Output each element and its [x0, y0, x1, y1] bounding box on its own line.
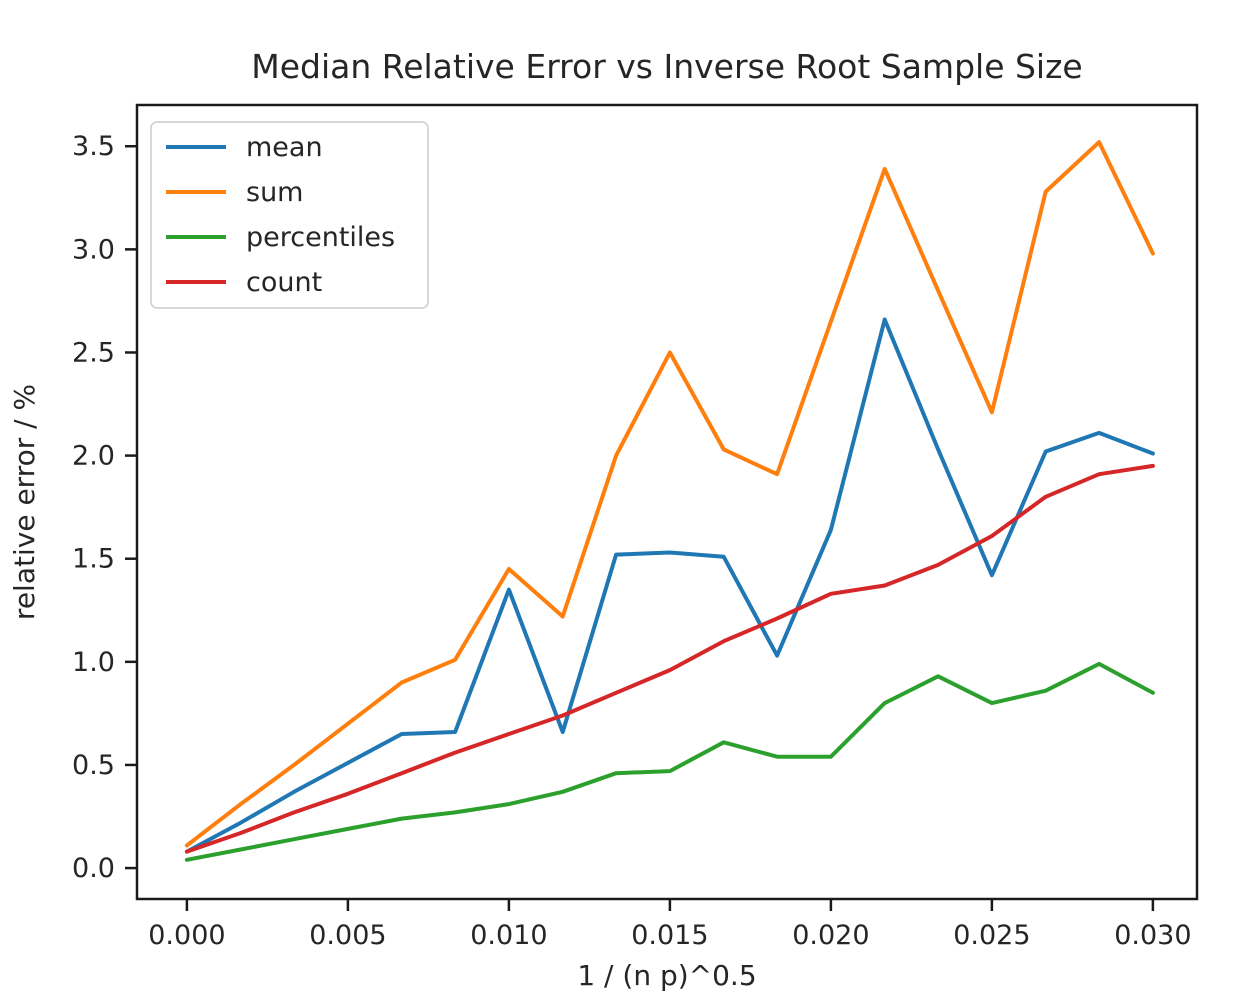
x-tick-label: 0.015 — [631, 920, 708, 951]
legend-label-mean: mean — [246, 132, 323, 163]
series-lines — [184, 140, 1155, 862]
chart-title: Median Relative Error vs Inverse Root Sa… — [251, 47, 1082, 86]
legend-frame — [150, 121, 429, 309]
x-tick-label: 0.020 — [792, 920, 869, 951]
x-tick-label: 0.030 — [1114, 920, 1191, 951]
series-line-percentiles — [184, 661, 1155, 862]
x-tick-label: 0.000 — [148, 920, 225, 951]
x-tick-label: 0.005 — [309, 920, 386, 951]
x-axis-label: 1 / (n p)^0.5 — [577, 959, 756, 992]
y-tick-label: 1.5 — [72, 544, 115, 575]
series-line-count — [184, 463, 1155, 854]
y-tick-label: 3.0 — [72, 234, 115, 265]
series-line-sum — [184, 140, 1155, 848]
y-tick-label: 2.5 — [72, 337, 115, 368]
plot-spines — [135, 103, 1199, 901]
y-tick-label: 0.5 — [72, 750, 115, 781]
y-tick-label: 2.0 — [72, 441, 115, 472]
legend-label-percentiles: percentiles — [246, 222, 395, 253]
series-line-mean — [184, 317, 1155, 854]
legend: mean sum percentiles count — [150, 121, 429, 309]
y-tick-label: 3.5 — [72, 131, 115, 162]
legend-label-sum: sum — [246, 177, 303, 208]
y-tick-label: 1.0 — [72, 647, 115, 678]
x-tick-label: 0.010 — [470, 920, 547, 951]
y-axis-ticks: 0.0 0.5 1.0 1.5 2.0 2.5 3.0 3.5 — [72, 131, 137, 884]
x-tick-label: 0.025 — [953, 920, 1030, 951]
x-axis-ticks: 0.000 0.005 0.010 0.015 0.020 0.025 0.030 — [148, 899, 1192, 951]
y-axis-label: relative error / % — [8, 384, 41, 620]
axes-frame — [135, 103, 1199, 901]
legend-label-count: count — [246, 267, 322, 298]
y-tick-label: 0.0 — [72, 853, 115, 884]
